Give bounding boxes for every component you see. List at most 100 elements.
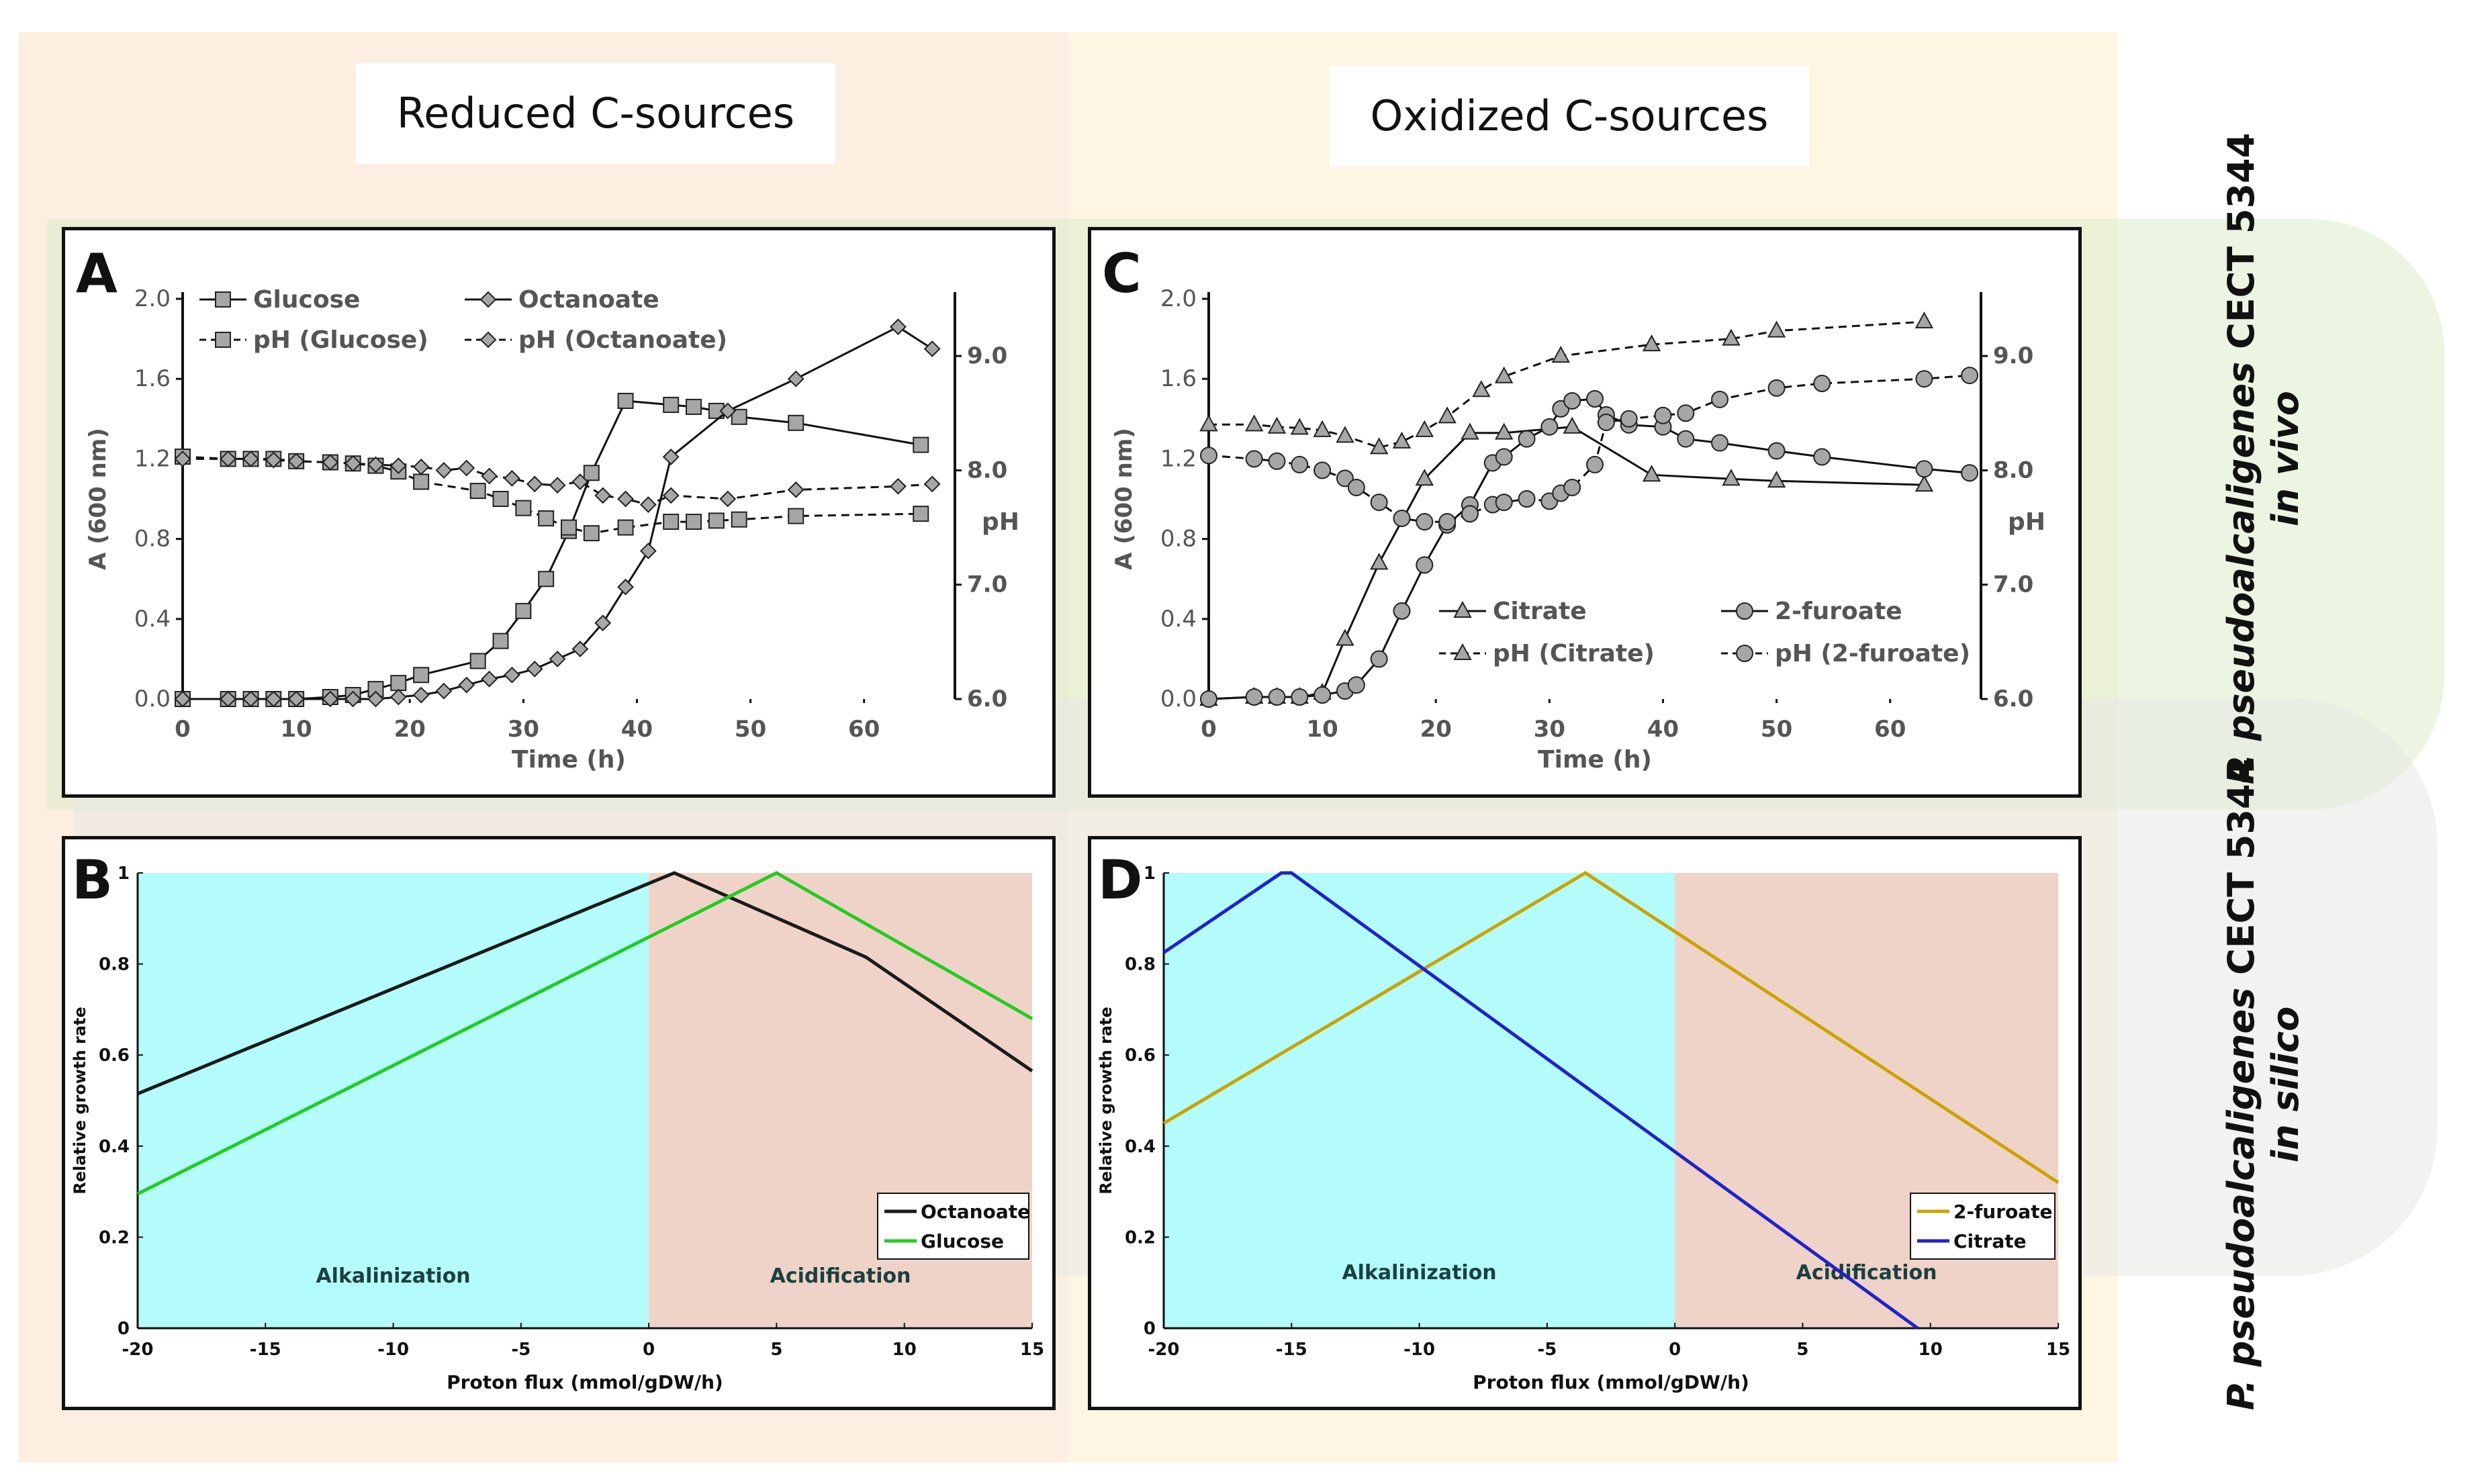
data-point-ph-2-furoate bbox=[1200, 447, 1217, 465]
y-tick-label: 0.4 bbox=[1160, 606, 1197, 633]
data-point-glucose bbox=[469, 653, 486, 669]
data-point-ph-2-furoate bbox=[1347, 478, 1365, 496]
panel-c: C 0.0 0.4 0.8 1.2 1.6 2.0 6.0 7.0 8.0 9.0 0 10 20 30 40… bbox=[1088, 227, 2082, 798]
x-tick-label: 60 bbox=[848, 716, 880, 743]
data-point-citrate bbox=[1415, 469, 1434, 486]
data-point-ph-glucose bbox=[469, 483, 486, 500]
data-point-octanoate bbox=[549, 650, 566, 667]
data-point-octanoate bbox=[639, 543, 657, 559]
region-label-alkalinization: Alkalinization bbox=[1342, 1261, 1496, 1285]
data-point-2-furoate bbox=[1767, 442, 1786, 460]
data-point-ph-citrate bbox=[1472, 380, 1491, 398]
data-point-glucose bbox=[492, 633, 509, 649]
data-point-citrate bbox=[1495, 422, 1514, 440]
x-tick-label: 30 bbox=[1534, 716, 1565, 743]
data-point-2-furoate bbox=[1313, 686, 1332, 704]
side-label-in-vivo: P. pseudoalcaligenes CECT 5344 in vivo bbox=[2219, 123, 2360, 794]
x-tick-label: -15 bbox=[1276, 1340, 1307, 1360]
strain-name: P. pseudoalcaligenes bbox=[2220, 361, 2262, 785]
data-point-ph-glucose bbox=[731, 511, 747, 528]
series-line-glucose bbox=[183, 400, 921, 700]
data-point-2-furoate bbox=[1370, 650, 1388, 668]
y-tick-label: 0.6 bbox=[99, 1046, 130, 1066]
data-point-ph-2-furoate bbox=[1711, 390, 1729, 408]
data-point-ph-octanoate bbox=[344, 455, 362, 472]
x-axis-label: Proton flux (mmol/gDW/h) bbox=[1473, 1371, 1749, 1393]
y-tick-label: 0.8 bbox=[1160, 526, 1197, 553]
data-point-ph-citrate bbox=[1244, 414, 1264, 432]
data-point-ph-2-furoate bbox=[1597, 413, 1615, 431]
data-point-ph-glucose bbox=[515, 500, 532, 516]
data-point-glucose bbox=[515, 602, 532, 619]
data-point-ph-octanoate bbox=[662, 487, 680, 504]
data-point-octanoate bbox=[719, 402, 737, 420]
y-tick-label: 0.8 bbox=[1125, 955, 1156, 975]
y2-tick-label: 8.0 bbox=[967, 457, 1007, 483]
data-point-glucose bbox=[390, 675, 407, 692]
y2-axis-label: pH bbox=[2008, 508, 2045, 536]
data-point-2-furoate bbox=[1563, 391, 1581, 410]
series-line-ph-2-furoate bbox=[1208, 374, 1970, 523]
x-tick-label: 30 bbox=[508, 716, 539, 743]
data-point-ph-citrate bbox=[1369, 437, 1389, 455]
x-tick-label: 5 bbox=[1796, 1340, 1808, 1360]
data-point-ph-octanoate bbox=[435, 462, 453, 479]
panel-letter: A bbox=[76, 242, 118, 305]
data-point-ph-2-furoate bbox=[1336, 469, 1354, 488]
chart-a: A 0.0 0.4 0.8 1.2 1.6 2.0 6.0 7.0 8.0 9.0 0 10 20 30 40… bbox=[76, 242, 1019, 774]
x-tick-label: -5 bbox=[511, 1340, 530, 1360]
data-point-2-furoate bbox=[1200, 690, 1217, 708]
data-point-ph-2-furoate bbox=[1245, 450, 1263, 468]
data-point-ph-glucose bbox=[708, 512, 725, 529]
y-tick-label: 0 bbox=[118, 1319, 130, 1339]
data-point-ph-glucose bbox=[538, 510, 555, 526]
legend-marker-ph-octanoate bbox=[479, 331, 497, 349]
data-point-2-furoate bbox=[1245, 688, 1263, 706]
data-point-octanoate bbox=[481, 670, 498, 688]
x-axis-label: Proton flux (mmol/gDW/h) bbox=[447, 1371, 723, 1393]
x-tick-label: -10 bbox=[1403, 1340, 1435, 1360]
x-tick-label: 0 bbox=[1201, 716, 1217, 743]
y-axis-label: Relative growth rate bbox=[1097, 1007, 1115, 1195]
panel-letter: D bbox=[1098, 849, 1142, 911]
data-point-ph-citrate bbox=[1392, 431, 1412, 449]
panel-a: A 0.0 0.4 0.8 1.2 1.6 2.0 6.0 7.0 8.0 9.0 0 10 20 30 40… bbox=[62, 227, 1056, 798]
y-tick-label: 0.8 bbox=[134, 526, 171, 553]
data-point-ph-2-furoate bbox=[1620, 410, 1638, 428]
y-axis-label: Relative growth rate bbox=[71, 1007, 89, 1195]
data-point-ph-2-furoate bbox=[1563, 478, 1581, 496]
data-point-citrate bbox=[1642, 465, 1661, 482]
data-point-ph-octanoate bbox=[890, 477, 907, 495]
x-tick-label: 20 bbox=[394, 716, 426, 743]
data-point-ph-octanoate bbox=[458, 459, 475, 477]
data-point-ph-octanoate bbox=[571, 473, 589, 490]
y-tick-label: 1.6 bbox=[1160, 365, 1197, 392]
data-point-octanoate bbox=[890, 318, 907, 336]
x-tick-label: 10 bbox=[1919, 1340, 1943, 1360]
y-tick-label: 0.0 bbox=[134, 686, 171, 712]
data-point-ph-2-furoate bbox=[1461, 505, 1479, 523]
section-title-reduced: Reduced C-sources bbox=[356, 63, 835, 164]
data-point-2-furoate bbox=[1677, 430, 1695, 448]
data-point-ph-2-furoate bbox=[1291, 455, 1309, 473]
data-point-ph-2-furoate bbox=[1813, 375, 1831, 393]
data-point-octanoate bbox=[265, 690, 282, 708]
data-point-ph-citrate bbox=[1313, 420, 1332, 437]
y-tick-label: 0.0 bbox=[1160, 686, 1197, 712]
data-point-ph-2-furoate bbox=[1416, 513, 1434, 531]
y2-axis-label: pH bbox=[982, 508, 1019, 536]
data-point-ph-2-furoate bbox=[1767, 379, 1786, 397]
data-point-2-furoate bbox=[1711, 434, 1729, 452]
legend-label: 2-furoate bbox=[1953, 1201, 2053, 1223]
legend-marker-ph-citrate bbox=[1453, 643, 1472, 660]
data-point-octanoate bbox=[367, 690, 384, 708]
data-point-ph-2-furoate bbox=[1393, 509, 1411, 527]
legend-label: Glucose bbox=[253, 286, 360, 314]
strain-name: P. pseudoalcaligenes bbox=[2220, 987, 2262, 1411]
data-point-octanoate bbox=[594, 614, 612, 632]
region-label-alkalinization: Alkalinization bbox=[316, 1264, 470, 1288]
section-title-oxidized: Oxidized C-sources bbox=[1330, 66, 1809, 167]
data-point-ph-octanoate bbox=[287, 453, 305, 470]
panel-d: D 0 0.2 0.4 0.6 0.8 1 -20 -15 -10 -5 0 5 10 15 Proton f… bbox=[1088, 836, 2082, 1410]
alkalinization-region bbox=[1164, 873, 1675, 1328]
